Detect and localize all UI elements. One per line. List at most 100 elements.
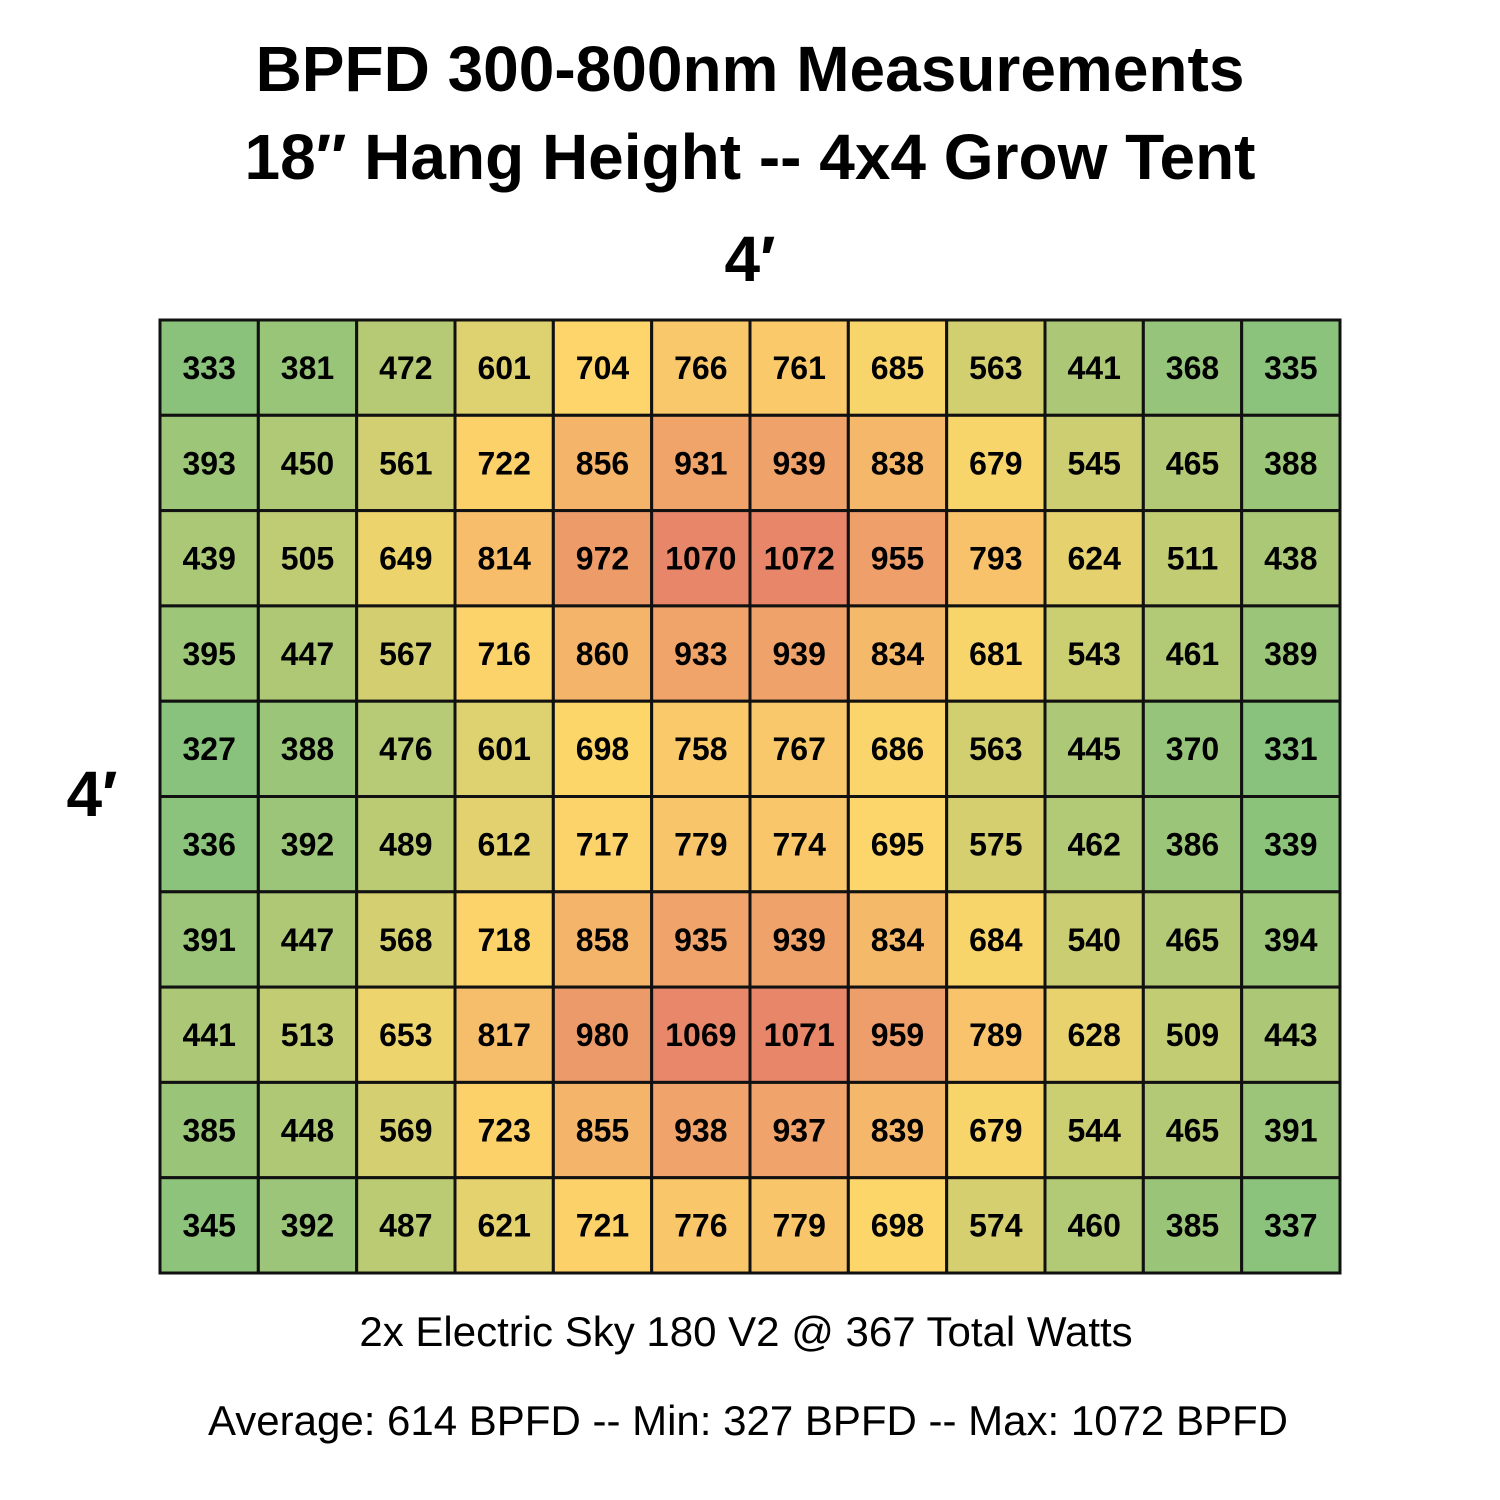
- cell-label: 621: [477, 1208, 530, 1244]
- cell: [355, 699, 457, 799]
- cell-label: 465: [1166, 922, 1219, 958]
- cell-label: 695: [871, 826, 924, 862]
- cell: [945, 413, 1047, 513]
- cell-label: 789: [969, 1017, 1022, 1053]
- cell: [1240, 1080, 1342, 1180]
- cell: [158, 890, 260, 989]
- cell: [551, 413, 654, 513]
- chart-title: BPFD 300-800nm Measurements: [256, 33, 1245, 105]
- cell: [1043, 413, 1145, 513]
- cell: [650, 604, 752, 703]
- cell-label: 563: [969, 350, 1022, 386]
- cell-label: 938: [674, 1112, 727, 1148]
- cell: [158, 699, 260, 799]
- cell-label: 333: [182, 350, 235, 386]
- cell-label: 389: [1264, 636, 1317, 672]
- cell: [945, 604, 1047, 703]
- cell-label: 955: [871, 541, 924, 577]
- cell: [453, 413, 555, 513]
- cell-label: 679: [969, 1112, 1022, 1148]
- cell-label: 505: [281, 541, 334, 577]
- cell: [1240, 413, 1342, 513]
- cell-label: 487: [379, 1208, 432, 1244]
- cell-label: 1072: [764, 541, 835, 577]
- cell: [1043, 604, 1145, 703]
- cell-label: 931: [674, 445, 727, 481]
- cell-label: 937: [772, 1112, 825, 1148]
- cell-label: 858: [576, 922, 629, 958]
- cell-label: 509: [1166, 1017, 1219, 1053]
- cell-label: 386: [1166, 826, 1219, 862]
- cell-label: 817: [477, 1017, 530, 1053]
- cell: [256, 890, 359, 989]
- cell-label: 624: [1067, 541, 1121, 577]
- cell-label: 860: [576, 636, 629, 672]
- cell-label: 392: [281, 1208, 334, 1244]
- cell: [551, 699, 654, 799]
- cell: [453, 1176, 555, 1275]
- cell-label: 511: [1167, 541, 1219, 577]
- cell-label: 679: [969, 445, 1022, 481]
- cell-label: 834: [871, 922, 925, 958]
- cell-label: 439: [182, 541, 235, 577]
- cell: [1240, 318, 1342, 417]
- cell: [1240, 795, 1342, 894]
- cell: [1240, 604, 1342, 703]
- cell-label: 368: [1166, 350, 1219, 386]
- cell: [551, 890, 654, 989]
- cell: [256, 1080, 359, 1180]
- cell-label: 721: [576, 1208, 629, 1244]
- y-axis-label: 4′: [67, 758, 118, 830]
- cell: [1043, 318, 1145, 417]
- cell-label: 540: [1067, 922, 1120, 958]
- cell-label: 385: [182, 1112, 235, 1148]
- cell: [1141, 604, 1244, 703]
- cell-label: 388: [281, 731, 334, 767]
- cell-label: 567: [379, 636, 432, 672]
- note: Average: 614 BPFD -- Min: 327 BPFD -- Ma…: [208, 1397, 1288, 1444]
- cell-label: 758: [674, 731, 727, 767]
- cell-label: 438: [1264, 541, 1317, 577]
- cell: [650, 699, 752, 799]
- cell: [256, 318, 359, 417]
- cell-label: 336: [182, 826, 235, 862]
- cell: [355, 890, 457, 989]
- cell-label: 704: [576, 350, 630, 386]
- cell: [355, 985, 457, 1084]
- cell-label: 681: [969, 636, 1022, 672]
- cell: [1141, 985, 1244, 1084]
- cell-label: 569: [379, 1112, 432, 1148]
- cell-label: 568: [379, 922, 432, 958]
- cell-label: 649: [379, 541, 432, 577]
- cell: [256, 699, 359, 799]
- cell-label: 465: [1166, 1112, 1219, 1148]
- cell-label: 441: [1067, 350, 1120, 386]
- cell: [1240, 1176, 1342, 1275]
- cell-label: 381: [281, 350, 334, 386]
- cell-label: 834: [871, 636, 925, 672]
- cell: [453, 795, 555, 894]
- cell: [650, 890, 752, 989]
- cell-label: 395: [182, 636, 235, 672]
- cell-label: 779: [674, 826, 727, 862]
- cell-label: 653: [379, 1017, 432, 1053]
- cell-label: 443: [1264, 1017, 1317, 1053]
- cell: [748, 985, 850, 1084]
- chart-subtitle: 18″ Hang Height -- 4x4 Grow Tent: [245, 121, 1256, 193]
- cell: [355, 509, 457, 608]
- cell-label: 722: [477, 445, 530, 481]
- cell-label: 723: [477, 1112, 530, 1148]
- cell-label: 448: [281, 1112, 334, 1148]
- cell: [748, 890, 850, 989]
- cell: [650, 1080, 752, 1180]
- cell: [256, 1176, 359, 1275]
- cell: [453, 890, 555, 989]
- cell: [551, 985, 654, 1084]
- cell: [1240, 509, 1342, 608]
- cell-label: 476: [379, 731, 432, 767]
- cell-label: 939: [772, 636, 825, 672]
- cell-label: 337: [1264, 1208, 1317, 1244]
- cell-label: 331: [1264, 731, 1317, 767]
- cell: [1141, 699, 1244, 799]
